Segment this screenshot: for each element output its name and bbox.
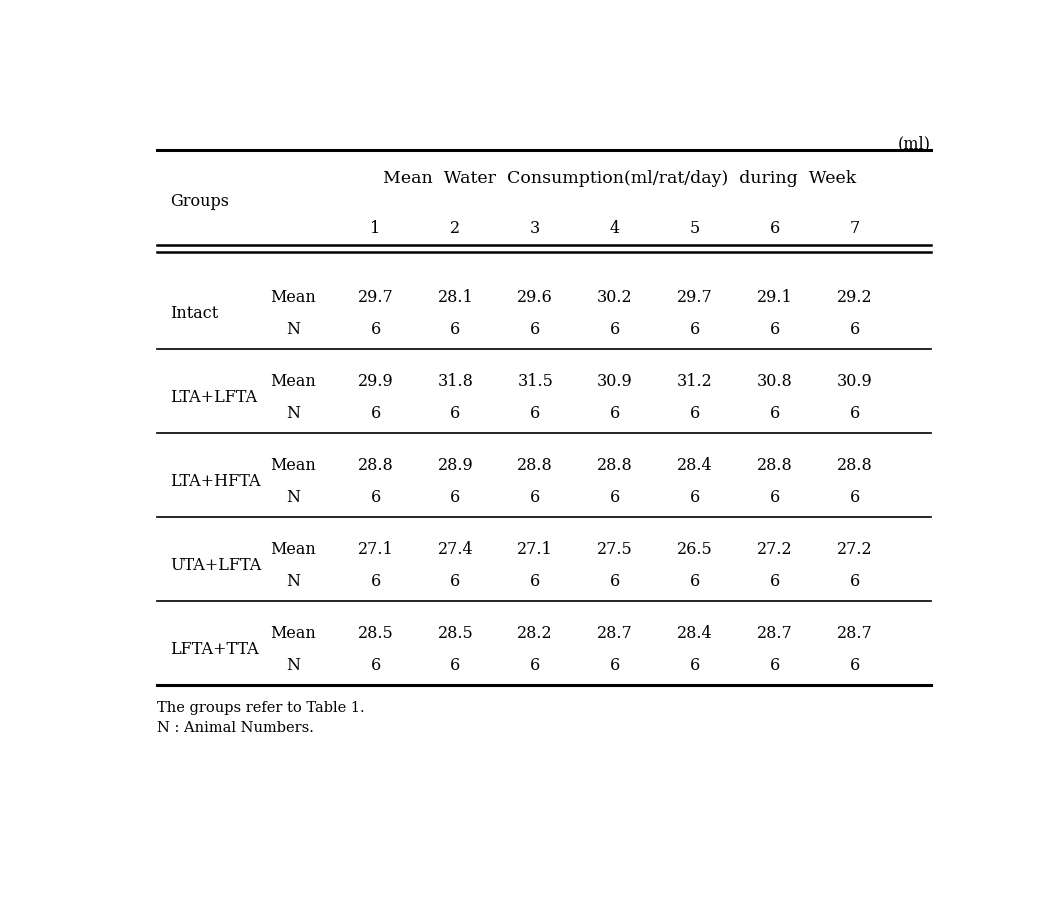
Text: LTA+HFTA: LTA+HFTA — [170, 473, 260, 490]
Text: 6: 6 — [689, 573, 700, 590]
Text: 28.5: 28.5 — [358, 626, 393, 642]
Text: Groups: Groups — [170, 193, 228, 211]
Text: N: N — [287, 405, 301, 421]
Text: 29.7: 29.7 — [358, 289, 393, 307]
Text: 6: 6 — [371, 573, 380, 590]
Text: 28.4: 28.4 — [678, 626, 713, 642]
Text: 28.4: 28.4 — [678, 457, 713, 474]
Text: 29.1: 29.1 — [757, 289, 792, 307]
Text: 6: 6 — [610, 657, 620, 674]
Text: 6: 6 — [530, 405, 541, 421]
Text: Mean: Mean — [271, 289, 316, 307]
Text: Mean: Mean — [271, 541, 316, 558]
Text: 26.5: 26.5 — [676, 541, 713, 558]
Text: 4: 4 — [610, 220, 620, 237]
Text: 6: 6 — [371, 321, 380, 338]
Text: 31.8: 31.8 — [438, 373, 474, 391]
Text: 28.7: 28.7 — [757, 626, 792, 642]
Text: 28.9: 28.9 — [438, 457, 474, 474]
Text: 28.1: 28.1 — [438, 289, 474, 307]
Text: 29.6: 29.6 — [517, 289, 553, 307]
Text: 30.9: 30.9 — [837, 373, 873, 391]
Text: 6: 6 — [770, 220, 780, 237]
Text: 6: 6 — [371, 405, 380, 421]
Text: 3: 3 — [530, 220, 541, 237]
Text: 6: 6 — [689, 657, 700, 674]
Text: The groups refer to Table 1.: The groups refer to Table 1. — [157, 700, 365, 714]
Text: Mean: Mean — [271, 457, 316, 474]
Text: 27.2: 27.2 — [837, 541, 872, 558]
Text: 28.7: 28.7 — [837, 626, 873, 642]
Text: 6: 6 — [371, 489, 380, 505]
Text: 2: 2 — [450, 220, 461, 237]
Text: 6: 6 — [450, 405, 461, 421]
Text: UTA+LFTA: UTA+LFTA — [170, 557, 261, 574]
Text: (ml): (ml) — [898, 136, 931, 152]
Text: 30.8: 30.8 — [757, 373, 792, 391]
Text: 27.1: 27.1 — [358, 541, 393, 558]
Text: 27.5: 27.5 — [597, 541, 633, 558]
Text: 6: 6 — [689, 405, 700, 421]
Text: 27.1: 27.1 — [517, 541, 553, 558]
Text: 6: 6 — [850, 489, 860, 505]
Text: 28.8: 28.8 — [837, 457, 873, 474]
Text: 28.5: 28.5 — [438, 626, 474, 642]
Text: 6: 6 — [450, 657, 461, 674]
Text: 6: 6 — [450, 489, 461, 505]
Text: 31.5: 31.5 — [517, 373, 553, 391]
Text: 28.8: 28.8 — [517, 457, 553, 474]
Text: N: N — [287, 573, 301, 590]
Text: 29.9: 29.9 — [358, 373, 393, 391]
Text: 28.2: 28.2 — [517, 626, 553, 642]
Text: N: N — [287, 321, 301, 338]
Text: 6: 6 — [610, 489, 620, 505]
Text: 6: 6 — [850, 573, 860, 590]
Text: 6: 6 — [610, 405, 620, 421]
Text: 1: 1 — [371, 220, 380, 237]
Text: 28.8: 28.8 — [757, 457, 792, 474]
Text: 29.7: 29.7 — [676, 289, 713, 307]
Text: 28.7: 28.7 — [597, 626, 633, 642]
Text: 6: 6 — [450, 573, 461, 590]
Text: 30.2: 30.2 — [597, 289, 633, 307]
Text: N : Animal Numbers.: N : Animal Numbers. — [157, 721, 314, 735]
Text: 6: 6 — [610, 321, 620, 338]
Text: N: N — [287, 489, 301, 505]
Text: 6: 6 — [770, 573, 780, 590]
Text: 28.8: 28.8 — [358, 457, 393, 474]
Text: 6: 6 — [530, 489, 541, 505]
Text: Mean: Mean — [271, 373, 316, 391]
Text: 7: 7 — [850, 220, 860, 237]
Text: 6: 6 — [610, 573, 620, 590]
Text: 29.2: 29.2 — [837, 289, 872, 307]
Text: 5: 5 — [689, 220, 700, 237]
Text: 30.9: 30.9 — [597, 373, 633, 391]
Text: 6: 6 — [770, 405, 780, 421]
Text: 31.2: 31.2 — [676, 373, 713, 391]
Text: 6: 6 — [850, 405, 860, 421]
Text: LTA+LFTA: LTA+LFTA — [170, 389, 257, 407]
Text: 6: 6 — [450, 321, 461, 338]
Text: N: N — [287, 657, 301, 674]
Text: LFTA+TTA: LFTA+TTA — [170, 641, 258, 658]
Text: 27.2: 27.2 — [757, 541, 792, 558]
Text: 6: 6 — [530, 657, 541, 674]
Text: Mean  Water  Consumption(ml/rat/day)  during  Week: Mean Water Consumption(ml/rat/day) durin… — [382, 170, 856, 187]
Text: 6: 6 — [689, 321, 700, 338]
Text: 6: 6 — [530, 573, 541, 590]
Text: 28.8: 28.8 — [597, 457, 633, 474]
Text: 27.4: 27.4 — [438, 541, 474, 558]
Text: 6: 6 — [850, 657, 860, 674]
Text: 6: 6 — [770, 489, 780, 505]
Text: Intact: Intact — [170, 305, 218, 322]
Text: 6: 6 — [530, 321, 541, 338]
Text: 6: 6 — [850, 321, 860, 338]
Text: 6: 6 — [371, 657, 380, 674]
Text: 6: 6 — [689, 489, 700, 505]
Text: Mean: Mean — [271, 626, 316, 642]
Text: 6: 6 — [770, 657, 780, 674]
Text: 6: 6 — [770, 321, 780, 338]
